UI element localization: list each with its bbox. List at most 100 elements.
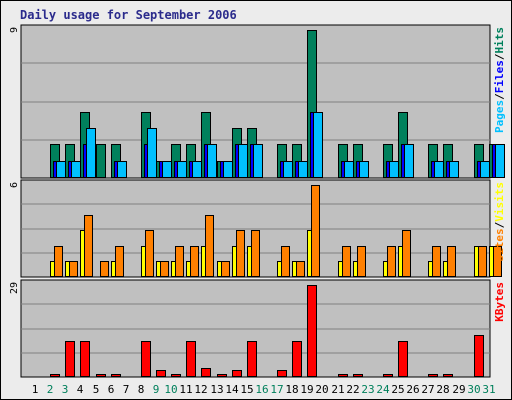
day-label-12: 12 bbox=[194, 383, 207, 396]
bar-sites-day-11 bbox=[190, 246, 199, 277]
bar-pages-day-6 bbox=[117, 161, 127, 178]
bar-sites-day-14 bbox=[236, 230, 245, 277]
bar-pages-day-27 bbox=[434, 161, 444, 178]
bar-kbytes-day-6 bbox=[111, 374, 121, 377]
bar-kbytes-day-14 bbox=[232, 370, 242, 377]
day-label-17: 17 bbox=[270, 383, 283, 396]
bar-kbytes-day-11 bbox=[186, 341, 196, 377]
day-label-2: 2 bbox=[47, 383, 54, 396]
day-label-25: 25 bbox=[391, 383, 404, 396]
bar-pages-day-4 bbox=[86, 128, 96, 178]
bar-kbytes-day-25 bbox=[398, 341, 408, 377]
day-label-24: 24 bbox=[376, 383, 390, 396]
bar-pages-day-24 bbox=[389, 161, 399, 178]
bar-kbytes-day-18 bbox=[292, 341, 302, 377]
bar-kbytes-day-27 bbox=[428, 374, 438, 377]
day-label-27: 27 bbox=[421, 383, 434, 396]
bar-sites-day-28 bbox=[447, 246, 456, 277]
day-label-11: 11 bbox=[179, 383, 192, 396]
bar-pages-day-21 bbox=[344, 161, 354, 178]
bar-pages-day-8 bbox=[147, 128, 157, 178]
panel-legend: Sites/Visits bbox=[493, 182, 506, 262]
bar-kbytes-day-12 bbox=[201, 368, 211, 377]
bar-pages-day-9 bbox=[162, 161, 172, 178]
bar-sites-day-17 bbox=[281, 246, 290, 277]
day-label-18: 18 bbox=[285, 383, 298, 396]
day-label-10: 10 bbox=[164, 383, 177, 396]
bar-sites-day-25 bbox=[402, 230, 411, 277]
bar-sites-day-9 bbox=[160, 261, 169, 277]
bar-sites-day-24 bbox=[387, 246, 396, 277]
day-label-6: 6 bbox=[108, 383, 115, 396]
bar-kbytes-day-15 bbox=[247, 341, 257, 377]
day-label-1: 1 bbox=[32, 383, 39, 396]
bar-kbytes-day-3 bbox=[65, 341, 75, 377]
bar-pages-day-11 bbox=[192, 161, 202, 178]
day-label-22: 22 bbox=[346, 383, 359, 396]
bar-pages-day-15 bbox=[253, 144, 263, 178]
legend-kbytes: KBytes bbox=[493, 282, 506, 322]
bar-sites-day-3 bbox=[69, 261, 78, 277]
panel-kbytes: 29 KBytes bbox=[9, 279, 506, 378]
bar-kbytes-day-30 bbox=[474, 335, 484, 377]
day-axis-labels: 1 2 3 4 5 6 7 8 9 10 11 12 13 14 15 16 17 18 19 20 21 22 23 24 2… bbox=[32, 383, 496, 396]
series-kbytes bbox=[50, 285, 484, 377]
bar-pages-day-18 bbox=[298, 161, 308, 178]
bar-pages-day-31 bbox=[495, 144, 505, 178]
bar-kbytes-day-8 bbox=[141, 341, 151, 377]
bar-kbytes-day-9 bbox=[156, 370, 166, 377]
bar-hits-day-5 bbox=[96, 144, 106, 178]
bar-kbytes-day-4 bbox=[80, 341, 90, 377]
day-label-31: 31 bbox=[482, 383, 495, 396]
day-label-14: 14 bbox=[225, 383, 239, 396]
day-label-16: 16 bbox=[255, 383, 268, 396]
bar-kbytes-day-28 bbox=[443, 374, 453, 377]
legend-files: Files bbox=[493, 60, 506, 93]
bar-pages-day-19 bbox=[313, 112, 323, 178]
day-label-21: 21 bbox=[331, 383, 344, 396]
bar-sites-day-13 bbox=[221, 261, 230, 277]
panel-legend: KBytes bbox=[493, 282, 506, 322]
bar-kbytes-day-5 bbox=[96, 374, 106, 377]
bar-pages-day-25 bbox=[404, 144, 414, 178]
legend-sites: Sites bbox=[493, 228, 506, 261]
bar-pages-day-12 bbox=[207, 144, 217, 178]
series-sites bbox=[54, 185, 502, 277]
bar-sites-day-4 bbox=[84, 215, 93, 277]
bar-sites-day-19 bbox=[311, 185, 320, 277]
bar-pages-day-14 bbox=[238, 144, 248, 178]
day-label-28: 28 bbox=[436, 383, 449, 396]
day-label-29: 29 bbox=[452, 383, 465, 396]
bar-kbytes-day-2 bbox=[50, 374, 60, 377]
legend-hits: Hits bbox=[493, 27, 506, 54]
day-label-30: 30 bbox=[467, 383, 480, 396]
bar-sites-day-31 bbox=[493, 246, 502, 277]
legend-separator: / bbox=[493, 93, 506, 100]
bar-sites-day-5 bbox=[100, 261, 109, 277]
legend-visits: Visits bbox=[493, 182, 506, 222]
bar-sites-day-30 bbox=[478, 246, 487, 277]
bar-sites-day-10 bbox=[175, 246, 184, 277]
bar-sites-day-22 bbox=[357, 246, 366, 277]
day-label-5: 5 bbox=[93, 383, 100, 396]
day-label-26: 26 bbox=[406, 383, 419, 396]
bar-kbytes-day-17 bbox=[277, 370, 287, 377]
day-label-3: 3 bbox=[62, 383, 69, 396]
day-label-8: 8 bbox=[138, 383, 145, 396]
legend-separator: / bbox=[493, 221, 506, 228]
bar-sites-day-27 bbox=[432, 246, 441, 277]
y-max-label: 29 bbox=[9, 282, 20, 294]
y-max-label: 6 bbox=[9, 182, 20, 188]
day-label-20: 20 bbox=[315, 383, 328, 396]
legend-separator: / bbox=[493, 53, 506, 60]
day-label-23: 23 bbox=[361, 383, 374, 396]
bar-pages-day-17 bbox=[283, 161, 293, 178]
bar-pages-day-22 bbox=[359, 161, 369, 178]
series-pages bbox=[56, 112, 505, 178]
bar-pages-day-10 bbox=[177, 161, 187, 178]
bar-sites-day-2 bbox=[54, 246, 63, 277]
bar-pages-day-3 bbox=[71, 161, 81, 178]
day-label-13: 13 bbox=[210, 383, 223, 396]
